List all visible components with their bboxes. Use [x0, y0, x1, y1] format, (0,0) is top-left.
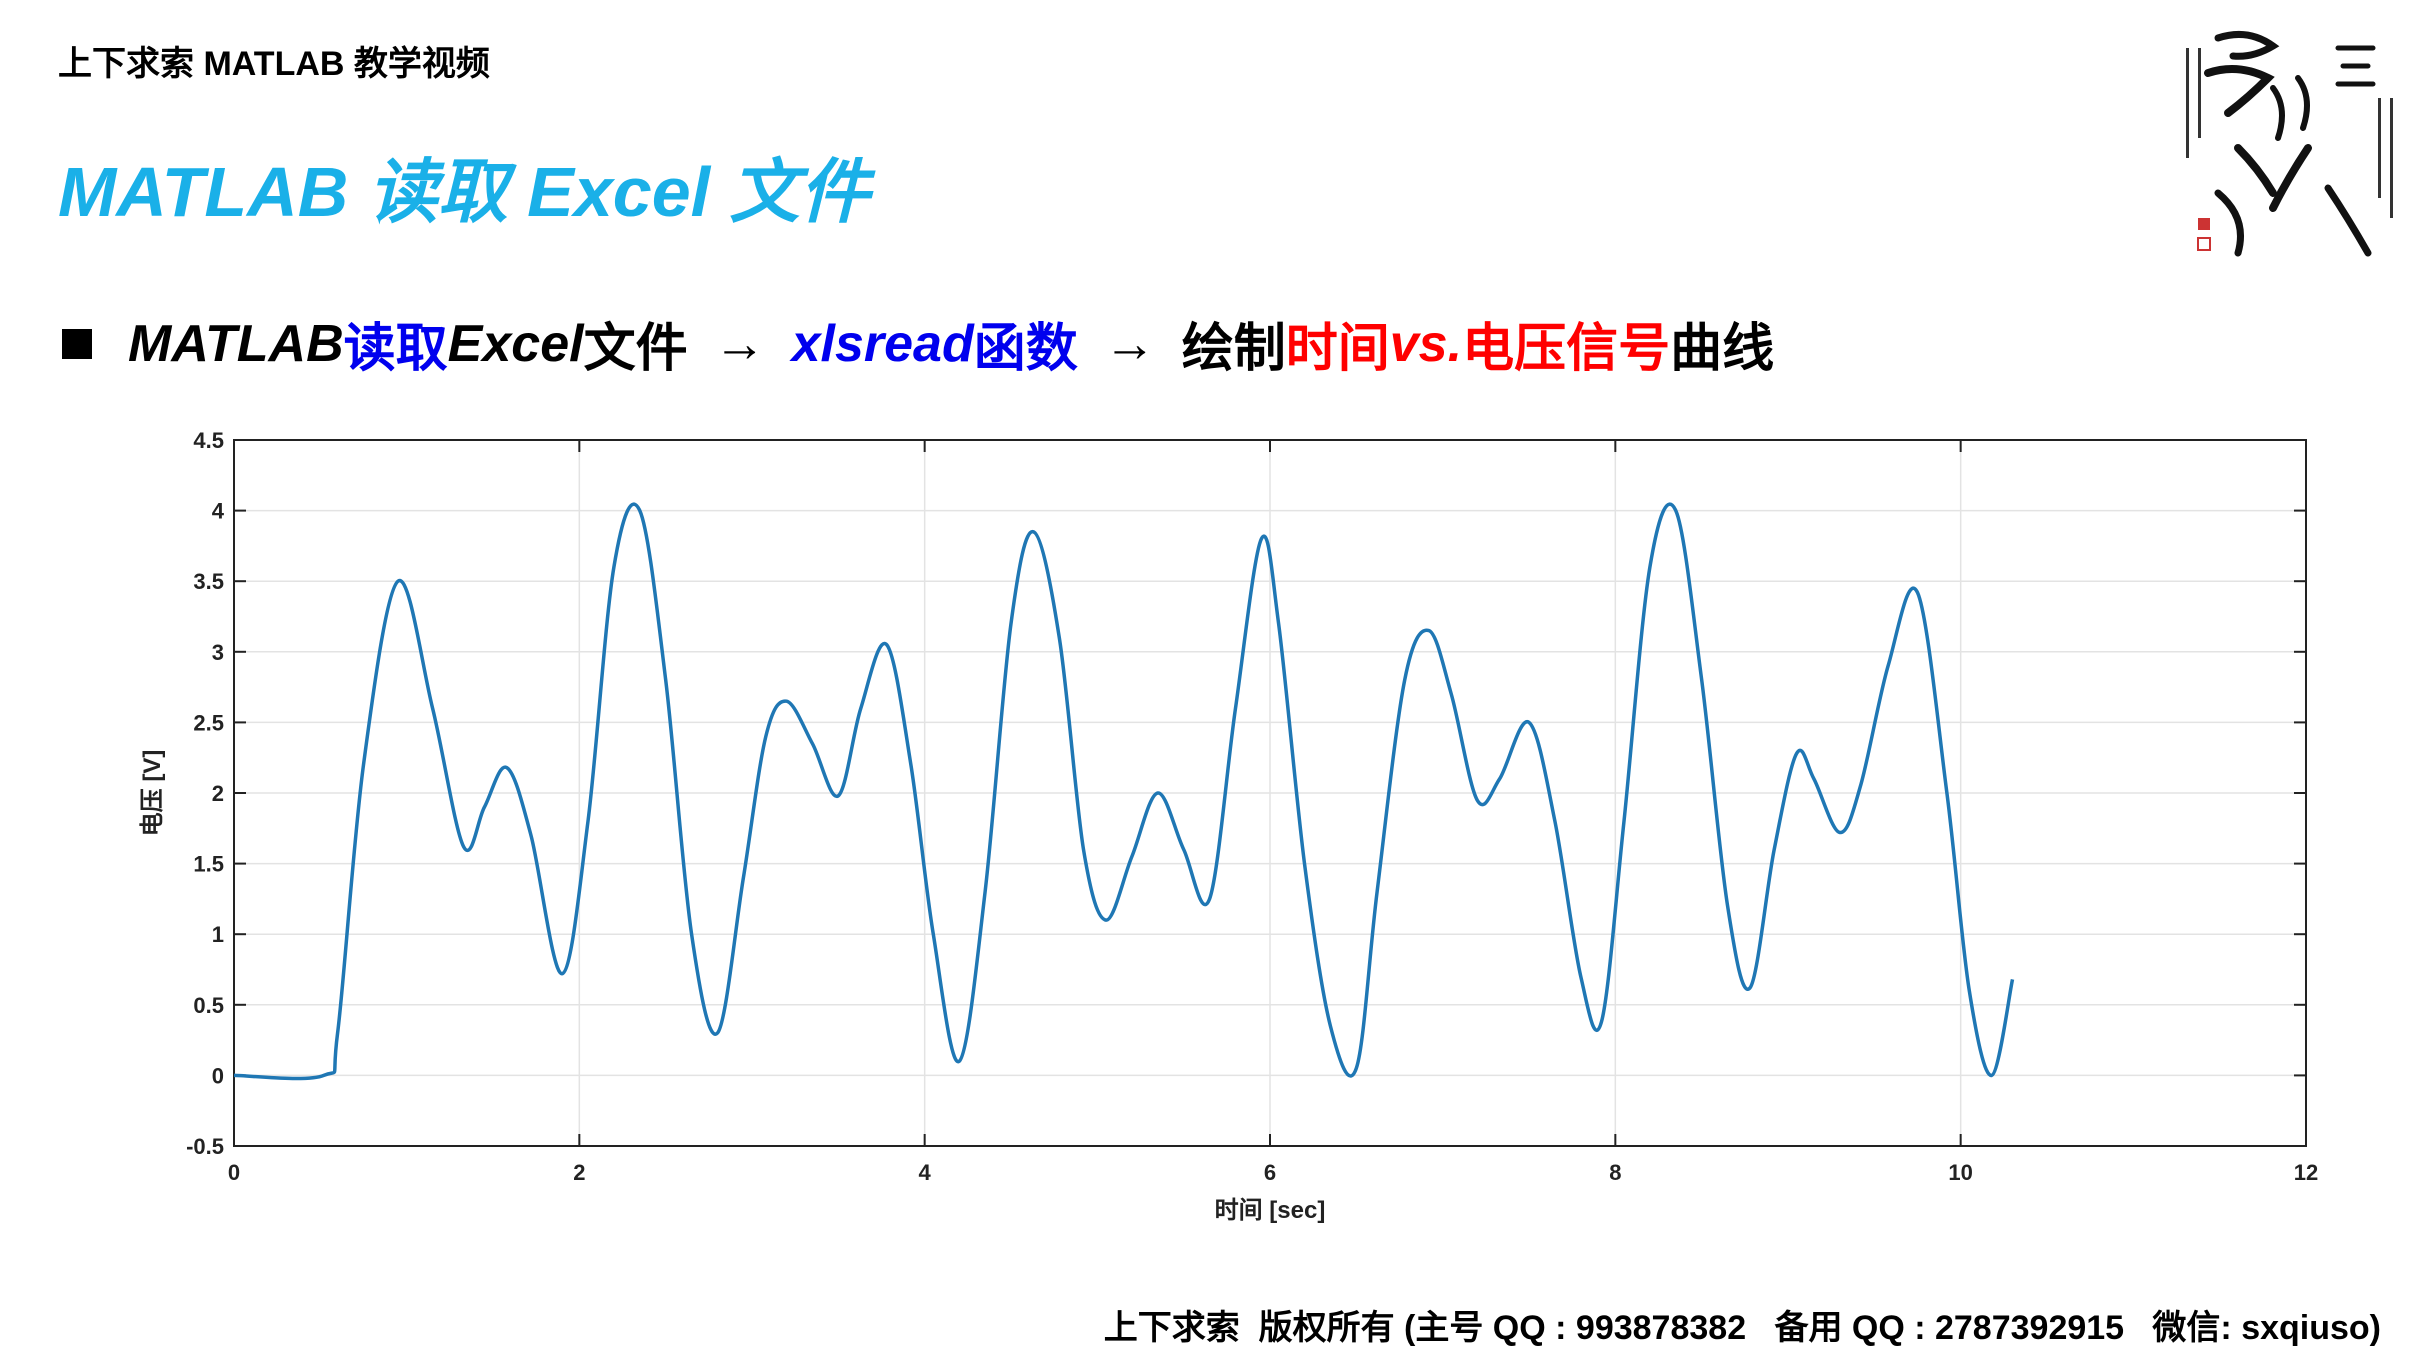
bullet-excel: Excel [447, 314, 584, 373]
bullet-draw: 绘制 [1181, 320, 1286, 378]
calligraphy-seal-logo-icon [2186, 30, 2393, 257]
voltage-line-chart: 0 2 4 6 8 10 12-0.500.511.522.533.544.5时间 [sec… [139, 428, 2318, 1224]
bullet-time: 时间 [1285, 320, 1390, 378]
bullet-function: 函数 [973, 320, 1078, 378]
bullet-file: 文件 [583, 320, 688, 378]
arrow-right-icon: → [713, 314, 766, 373]
bullet-square-icon [62, 328, 92, 359]
y-tick-label: 0 [212, 1063, 224, 1088]
x-tick-label: 4 [919, 1160, 932, 1185]
y-tick-label: 2.5 [193, 710, 224, 735]
bullet-xlsread: xlsread [791, 314, 974, 373]
y-tick-label: 1 [212, 922, 224, 947]
arrow-right-icon: → [1103, 314, 1156, 373]
y-tick-label: 0.5 [193, 993, 224, 1018]
bullet-curve: 曲线 [1670, 320, 1775, 378]
y-tick-label: 1.5 [193, 852, 224, 877]
x-tick-label: 8 [1609, 1160, 1621, 1185]
slide-title: MATLAB 读取 Excel 文件 [58, 153, 870, 231]
x-tick-label: 12 [2294, 1160, 2318, 1185]
header-text: 上下求索 MATLAB 教学视频 [58, 45, 490, 83]
y-tick-label: 3 [212, 640, 224, 665]
bullet-voltage-signal: 电压信号 [1462, 320, 1671, 378]
y-tick-label: 4.5 [193, 428, 224, 453]
footer-copyright: 上下求索 版权所有 (主号 QQ : 993878382 备用 QQ : 278… [1103, 1309, 2381, 1347]
x-tick-label: 6 [1264, 1160, 1276, 1185]
bullet-read: 读取 [343, 320, 448, 378]
x-tick-label: 10 [1948, 1160, 1972, 1185]
y-tick-label: 4 [212, 499, 225, 524]
y-tick-label: -0.5 [186, 1134, 224, 1159]
bullet-line: MATLAB 读取 Excel 文件 → xlsread 函数 → 绘制 时间 … [62, 306, 1774, 381]
x-axis-label: 时间 [sec] [1215, 1197, 1326, 1224]
y-tick-label: 2 [212, 781, 224, 806]
x-tick-label: 0 [228, 1160, 240, 1185]
voltage-series-line-0 [233, 502, 2015, 1081]
y-tick-label: 3.5 [193, 569, 224, 594]
bullet-matlab: MATLAB [128, 314, 344, 373]
bullet-vs: vs. [1389, 314, 1463, 373]
x-tick-label: 2 [573, 1160, 585, 1185]
y-axis-label: 电压 [V] [139, 750, 166, 837]
